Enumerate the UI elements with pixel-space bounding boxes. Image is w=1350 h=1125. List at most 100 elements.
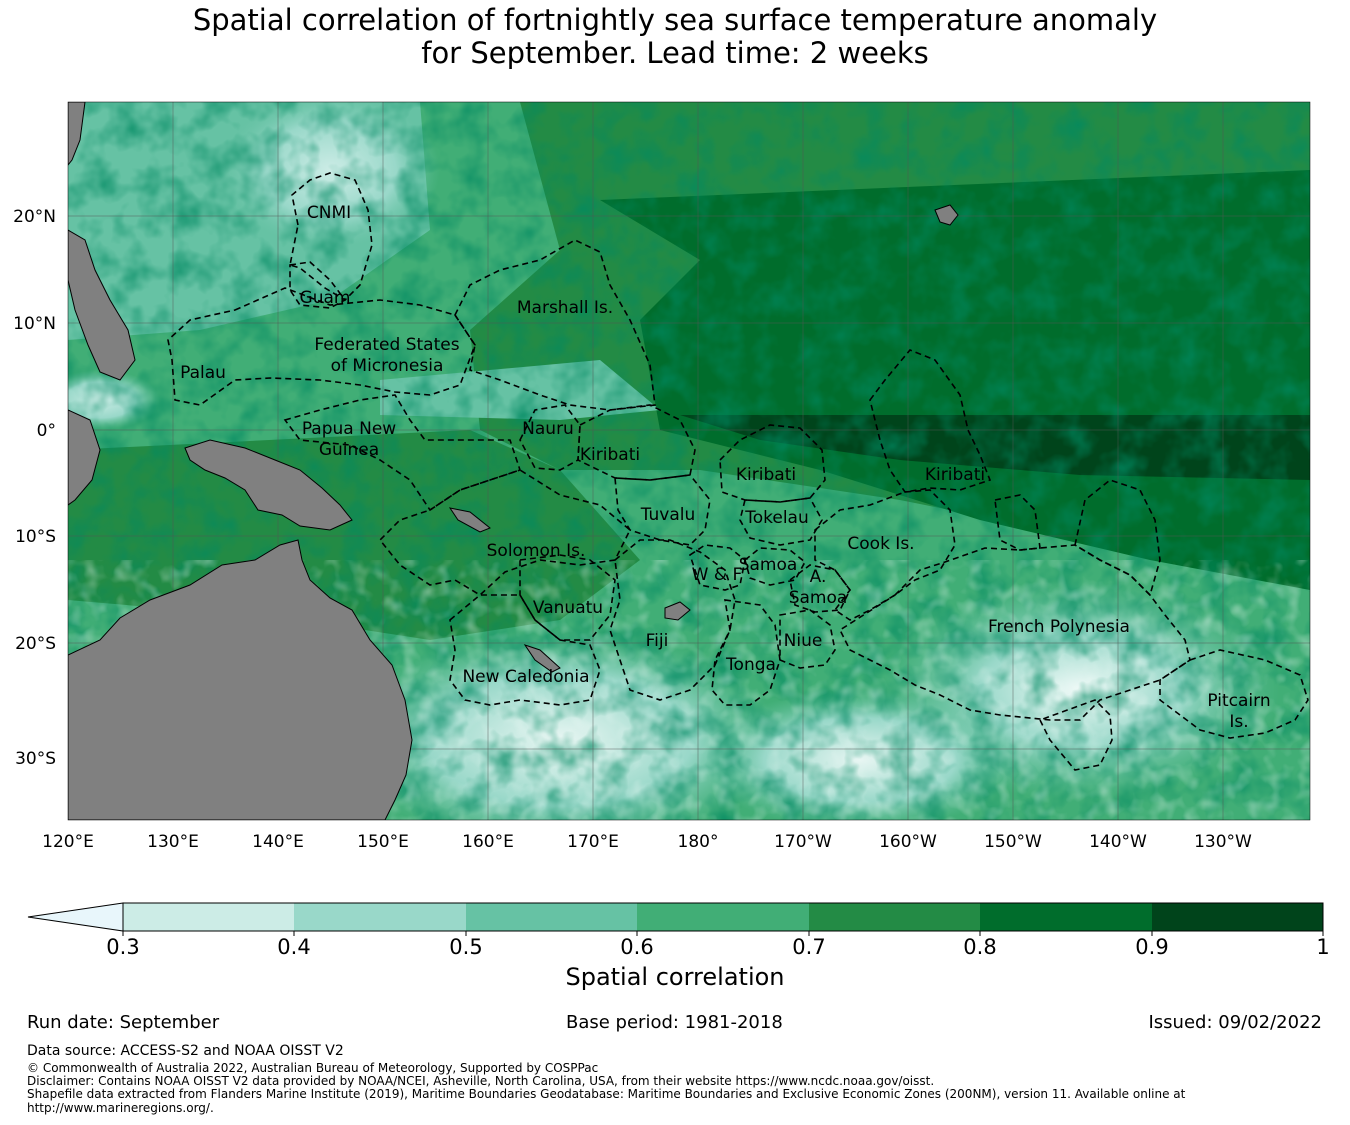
label-tokelau: Tokelau bbox=[744, 508, 809, 528]
colorbar-tick-label: 1 bbox=[1316, 935, 1329, 959]
label-american-samoa-line1: A. bbox=[810, 567, 827, 587]
label-fsm-line2: of Micronesia bbox=[331, 356, 444, 376]
lat-tick: 0° bbox=[37, 421, 56, 441]
lon-tick: 160°E bbox=[462, 832, 514, 852]
land-australia bbox=[68, 539, 413, 820]
label-wallis-futuna: W & F bbox=[692, 565, 743, 585]
eez-png bbox=[283, 394, 522, 512]
label-kiribati-gilbert: Kiribati bbox=[580, 445, 640, 465]
colorbar-tick-label: 0.9 bbox=[1135, 935, 1168, 959]
eez-samoa bbox=[744, 547, 807, 586]
colorbar-segment bbox=[123, 903, 294, 931]
colorbar-title: Spatial correlation bbox=[565, 963, 785, 991]
label-american-samoa-line2: Samoa bbox=[789, 588, 848, 608]
lon-tick: 170°W bbox=[774, 832, 832, 852]
lat-tick-labels: 20°N 10°N 0° 10°S 20°S 30°S bbox=[13, 207, 56, 769]
lon-tick: 130°E bbox=[147, 832, 199, 852]
land-fiji bbox=[664, 601, 691, 621]
label-tuvalu: Tuvalu bbox=[640, 505, 696, 525]
colorbar-segment bbox=[809, 903, 980, 931]
eez-cnmi bbox=[289, 172, 373, 302]
label-png-line1: Papua New bbox=[302, 419, 396, 439]
eez-kiribati-gilbert bbox=[577, 404, 696, 481]
lat-tick: 20°N bbox=[13, 207, 56, 227]
land-new-guinea bbox=[184, 439, 353, 531]
eez-tuvalu bbox=[614, 474, 711, 546]
colorbar-tick-label: 0.4 bbox=[277, 935, 310, 959]
eez-marquesas bbox=[994, 494, 1041, 551]
disclaimer: Disclaimer: Contains NOAA OISST V2 data … bbox=[27, 1074, 935, 1088]
land-new-caledonia bbox=[523, 644, 561, 673]
map-frame bbox=[67, 101, 1311, 821]
eez-french-polynesia-sw bbox=[1038, 699, 1113, 771]
colorbar-tick-label: 0.8 bbox=[963, 935, 996, 959]
label-palau: Palau bbox=[180, 363, 226, 383]
eez-french-polynesia bbox=[838, 544, 1191, 721]
eez-labels: CNMI Guam Marshall Is. Federated States … bbox=[180, 203, 1271, 732]
data-source: Data source: ACCESS-S2 and NOAA OISST V2 bbox=[27, 1043, 344, 1059]
lon-tick: 140°W bbox=[1089, 832, 1147, 852]
label-pitcairn-line2: Is. bbox=[1229, 712, 1248, 732]
run-date: Run date: September bbox=[27, 1012, 220, 1033]
lon-tick: 150°W bbox=[984, 832, 1042, 852]
lon-tick: 140°E bbox=[252, 832, 304, 852]
eez-kiribati-line bbox=[869, 349, 992, 493]
colorbar-tick-label: 0.5 bbox=[449, 935, 482, 959]
label-niue: Niue bbox=[784, 631, 823, 651]
eez-french-polynesia-east bbox=[1074, 479, 1161, 597]
chart-title-line-1: Spatial correlation of fortnightly sea s… bbox=[192, 3, 1158, 37]
label-guam: Guam bbox=[300, 288, 351, 308]
label-fsm-line1: Federated States bbox=[314, 335, 459, 355]
eez-pitcairn bbox=[1159, 649, 1309, 739]
colorbar-frame bbox=[122, 902, 1324, 932]
label-tonga: Tonga bbox=[725, 655, 776, 675]
colorbar-tick-label: 0.3 bbox=[106, 935, 139, 959]
eez-new-caledonia bbox=[449, 594, 601, 706]
label-marshall-islands: Marshall Is. bbox=[517, 298, 613, 318]
label-nauru: Nauru bbox=[522, 419, 574, 439]
eez-kiribati-phoenix bbox=[719, 424, 826, 503]
eez-american-samoa bbox=[789, 564, 851, 613]
label-new-caledonia: New Caledonia bbox=[462, 667, 589, 687]
colorbar-segment bbox=[1152, 903, 1323, 931]
colorbar-segment bbox=[466, 903, 637, 931]
issued-date: Issued: 09/02/2022 bbox=[1148, 1012, 1322, 1033]
colorbar-tick-label: 0.7 bbox=[792, 935, 825, 959]
chart-title-line-2: for September. Lead time: 2 weeks bbox=[421, 36, 929, 70]
base-period: Base period: 1981-2018 bbox=[566, 1012, 783, 1033]
copyright-notice: © Commonwealth of Australia 2022, Austra… bbox=[27, 1061, 599, 1075]
colorbar-segment bbox=[980, 903, 1152, 931]
colorbar-segment bbox=[637, 903, 809, 931]
lat-tick: 30°S bbox=[15, 749, 56, 769]
label-vanuatu: Vanuatu bbox=[533, 598, 603, 618]
shapefile-credit-line2: http://www.marineregions.org/. bbox=[27, 1101, 214, 1115]
eez-vanuatu bbox=[519, 554, 616, 641]
lon-tick: 130°W bbox=[1194, 832, 1252, 852]
lon-tick: 170°E bbox=[567, 832, 619, 852]
eez-nauru bbox=[519, 404, 581, 471]
colorbar: 0.3 0.4 0.5 0.6 0.7 0.8 0.9 1 bbox=[27, 902, 1330, 959]
colorbar-tick-label: 0.6 bbox=[620, 935, 653, 959]
eez-wallis-futuna bbox=[689, 544, 746, 591]
land-solomon bbox=[448, 507, 491, 533]
lon-tick: 120°E bbox=[42, 832, 94, 852]
lat-tick: 20°S bbox=[15, 634, 56, 654]
label-cnmi: CNMI bbox=[307, 203, 351, 223]
lon-tick: 160°W bbox=[879, 832, 937, 852]
label-kiribati-phoenix: Kiribati bbox=[736, 465, 796, 485]
eez-boundaries bbox=[167, 172, 1309, 771]
map-area: CNMI Guam Marshall Is. Federated States … bbox=[68, 102, 1310, 820]
label-solomon-islands: Solomon Is. bbox=[487, 541, 586, 561]
land-borneo-sulawesi bbox=[68, 409, 101, 506]
colorbar-segment bbox=[294, 903, 466, 931]
label-fiji: Fiji bbox=[646, 631, 669, 651]
label-png-line2: Guinea bbox=[319, 440, 379, 460]
lon-tick: 180° bbox=[678, 832, 719, 852]
eez-cook bbox=[814, 489, 956, 621]
eez-marshall bbox=[454, 239, 656, 411]
eez-tonga bbox=[711, 599, 781, 706]
land-philippines bbox=[68, 229, 136, 381]
label-kiribati-line: Kiribati bbox=[925, 465, 985, 485]
label-cook-islands: Cook Is. bbox=[847, 534, 914, 554]
